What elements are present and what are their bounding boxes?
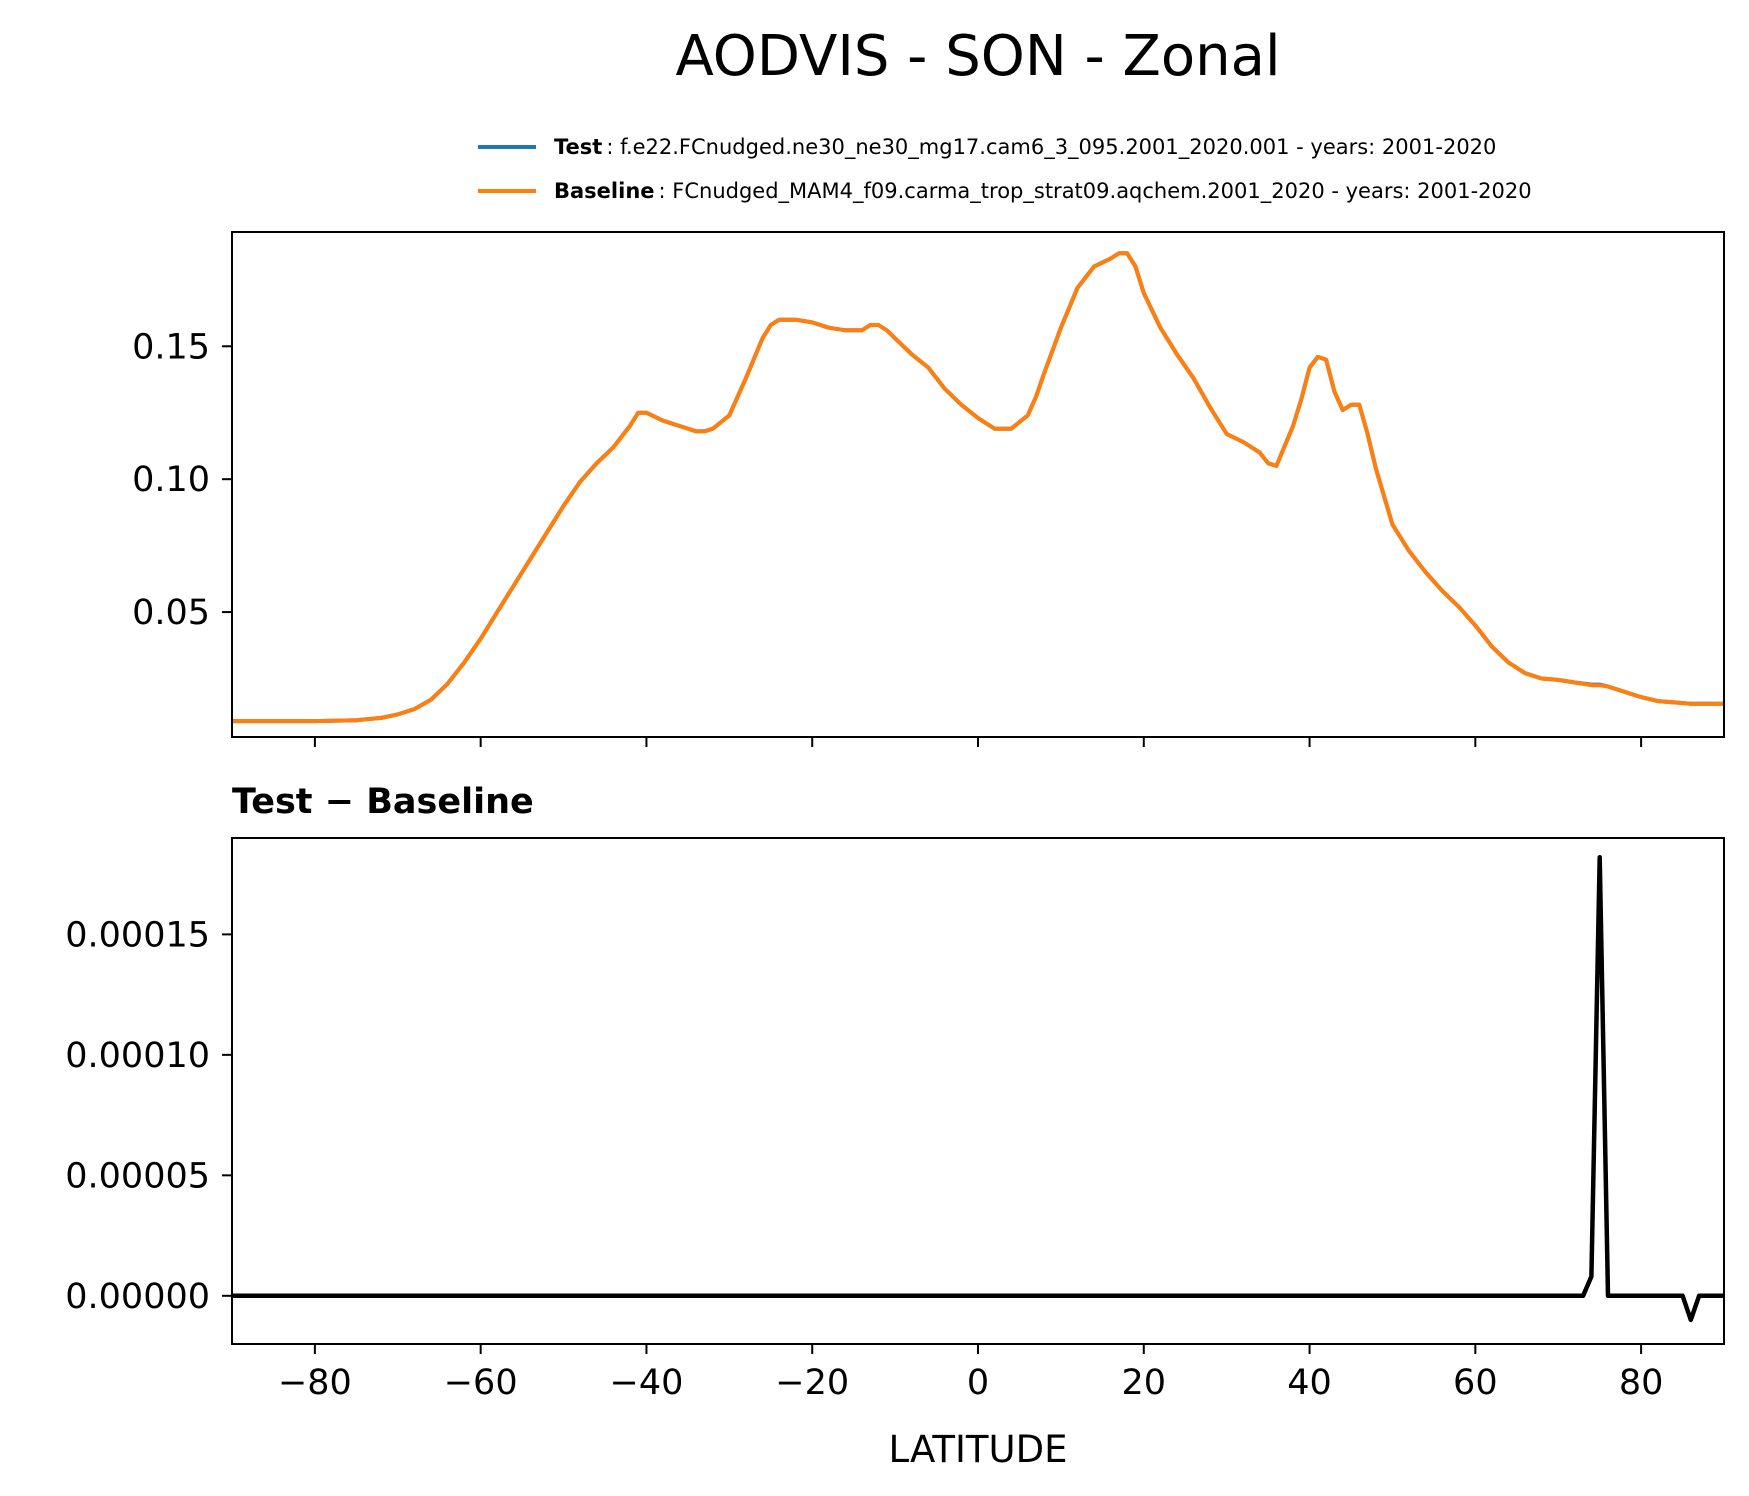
chart-title: AODVIS - SON - Zonal [675,24,1280,89]
bottom-ytick-label: 0.00015 [65,915,210,955]
legend-label-test: Test [554,135,602,159]
bottom-ytick-label: 0.00000 [65,1277,210,1317]
bottom-ytick-label: 0.00010 [65,1036,210,1076]
bottom-xtick-label: −60 [444,1363,518,1403]
panel-top-zonal: 0.05 0.10 0.15 [132,231,1725,747]
bottom-xtick-label: 20 [1122,1363,1167,1403]
legend-entry-baseline: Baseline: FCnudged_MAM4_f09.carma_trop_s… [554,179,1532,204]
legend-entry-test: Test: f.e22.FCnudged.ne30_ne30_mg17.cam6… [554,135,1496,160]
legend-desc-baseline: : FCnudged_MAM4_f09.carma_trop_strat09.a… [659,179,1532,204]
x-axis-label: LATITUDE [889,1428,1068,1471]
top-axes-frame [231,231,1725,738]
bottom-ytick-label: 0.00005 [65,1156,210,1196]
diff-panel-title: Test − Baseline [232,782,534,822]
bottom-xtick-label: −20 [775,1363,849,1403]
bottom-series-test-baseline [232,855,1724,1323]
bottom-xtick-label: −40 [610,1363,684,1403]
top-axis-ticks: 0.05 0.10 0.15 [132,327,1643,747]
bottom-axis-ticks: 0.00000 0.00005 0.00010 0.00015 −80 −60 −40 −20… [65,915,1663,1403]
top-series [232,251,1724,724]
top-series-baseline [232,251,1724,724]
bottom-xtick-label: 40 [1287,1363,1332,1403]
legend: Test: f.e22.FCnudged.ne30_ne30_mg17.cam6… [478,135,1532,204]
panel-bottom-difference: 0.00000 0.00005 0.00010 0.00015 −80 −60 −40 −20… [65,837,1725,1403]
bottom-xtick-label: −80 [278,1363,352,1403]
bottom-xtick-label: 80 [1619,1363,1664,1403]
legend-label-baseline: Baseline [554,179,655,203]
bottom-series [232,855,1724,1323]
legend-desc-test: : f.e22.FCnudged.ne30_ne30_mg17.cam6_3_0… [606,135,1496,160]
bottom-axes-frame [231,837,1725,1345]
top-ytick-label: 0.05 [132,593,210,633]
top-ytick-label: 0.10 [132,460,210,500]
top-ytick-label: 0.15 [132,327,210,367]
bottom-xtick-label: 60 [1453,1363,1498,1403]
bottom-xtick-label: 0 [967,1363,989,1403]
